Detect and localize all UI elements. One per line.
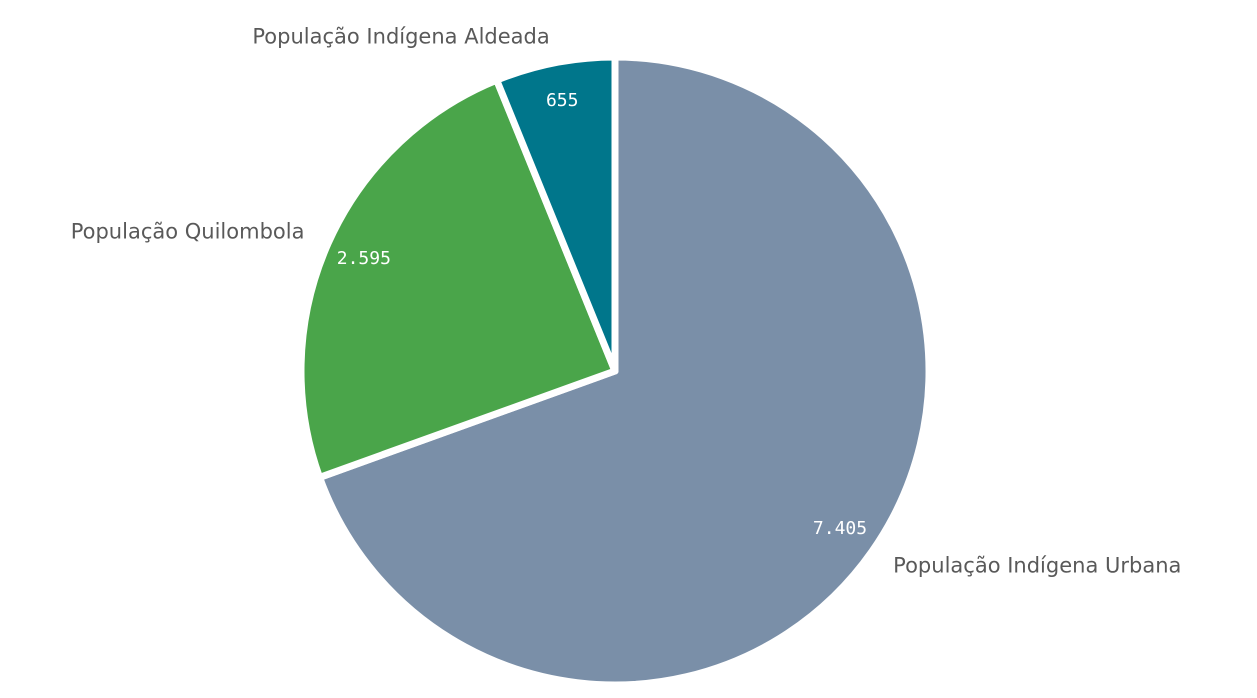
value-label: 7.405 [813, 518, 867, 539]
category-label: População Indígena Aldeada [252, 24, 549, 48]
category-label: População Indígena Urbana [893, 553, 1181, 577]
category-label: População Quilombola [71, 220, 305, 244]
pie-slice [316, 53, 933, 689]
value-label: 655 [546, 90, 579, 111]
pie-slice [493, 53, 619, 375]
value-label: 2.595 [337, 248, 391, 269]
